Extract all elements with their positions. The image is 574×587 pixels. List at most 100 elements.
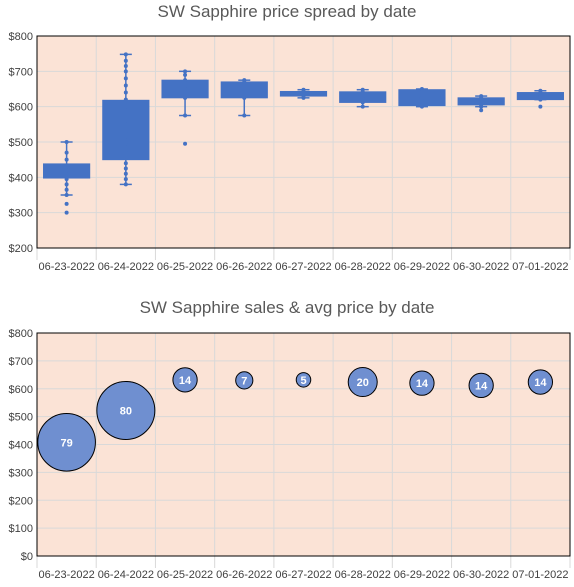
- x-tick-label: 06-27-2022: [275, 261, 331, 273]
- box-data-point: [123, 155, 128, 160]
- y-tick-label: $600: [9, 102, 33, 114]
- x-tick-label: 06-25-2022: [157, 569, 213, 581]
- box-data-point: [123, 150, 128, 155]
- box-data-point: [123, 140, 128, 144]
- x-tick-label: 06-27-2022: [275, 569, 331, 581]
- box-data-point: [123, 145, 128, 150]
- box-data-point: [123, 166, 128, 171]
- box-data-point: [419, 87, 424, 91]
- bubble-label: 20: [357, 377, 369, 389]
- box-data-point: [183, 72, 188, 77]
- box-data-point: [538, 97, 543, 102]
- box-data-point: [479, 108, 484, 113]
- box-data-point: [64, 157, 69, 162]
- bubble: [347, 367, 378, 398]
- box-data-point: [64, 150, 69, 155]
- y-tick-label: $800: [9, 328, 33, 340]
- box-data-point: [64, 177, 69, 182]
- y-tick-label: $800: [9, 31, 33, 43]
- y-tick-label: $200: [9, 495, 33, 507]
- y-tick-label: $500: [9, 137, 33, 149]
- x-tick-label: 06-29-2022: [394, 261, 450, 273]
- bubble: [96, 380, 156, 440]
- box-data-point: [183, 113, 188, 118]
- box-data-point: [538, 104, 543, 109]
- bubble-label: 14: [475, 380, 488, 392]
- chart-title: SW Sapphire sales & avg price by date: [140, 298, 435, 317]
- y-tick-label: $300: [9, 467, 33, 479]
- bubble-label: 14: [534, 377, 547, 389]
- x-tick-label: 06-23-2022: [38, 261, 94, 273]
- y-tick-label: $200: [9, 243, 33, 255]
- y-tick-label: $300: [9, 208, 33, 220]
- x-tick-label: 06-30-2022: [453, 261, 509, 273]
- box-data-point: [538, 88, 543, 93]
- box-data-point: [183, 141, 188, 146]
- box-data-point: [123, 83, 128, 88]
- box-data-point: [242, 78, 247, 83]
- box-data-point: [419, 102, 424, 107]
- box-data-point: [479, 94, 484, 99]
- x-tick-label: 06-23-2022: [38, 569, 94, 581]
- bubble: [527, 369, 554, 395]
- box-data-point: [123, 161, 128, 166]
- box-data-point: [183, 87, 188, 91]
- y-tick-label: $0: [21, 551, 33, 563]
- bubble-label: 5: [300, 375, 306, 387]
- box-data-point: [64, 182, 69, 187]
- box-data-point: [183, 95, 188, 100]
- box-data-point: [360, 87, 365, 92]
- x-tick-label: 07-01-2022: [512, 569, 568, 581]
- box-data-point: [123, 177, 128, 182]
- x-tick-label: 06-26-2022: [216, 569, 272, 581]
- box-data-point: [64, 193, 69, 197]
- box-data-point: [123, 118, 128, 123]
- box-data-point: [64, 201, 69, 206]
- y-tick-label: $600: [9, 384, 33, 396]
- box-data-point: [479, 102, 484, 107]
- box-data-point: [301, 87, 306, 92]
- box-data-point: [242, 87, 247, 92]
- box-data-point: [360, 94, 365, 99]
- box-data-point: [123, 90, 128, 95]
- box-data-point: [64, 140, 69, 144]
- bubble-label: 79: [60, 437, 72, 449]
- x-tick-label: 06-24-2022: [98, 261, 154, 273]
- x-tick-label: 06-29-2022: [394, 569, 450, 581]
- box-data-point: [479, 99, 484, 104]
- box-data-point: [183, 69, 188, 74]
- y-tick-label: $700: [9, 66, 33, 78]
- plot-border: [36, 332, 571, 557]
- box-chart: SW Sapphire price spread by date $200 $30…: [9, 2, 571, 273]
- box-data-point: [123, 134, 128, 139]
- x-tick-label: 07-01-2022: [512, 261, 568, 273]
- bubble: [409, 370, 435, 396]
- box-data-point: [242, 95, 247, 100]
- box-data-point: [123, 64, 128, 69]
- x-tick-label: 06-28-2022: [335, 569, 391, 581]
- box-data-point: [123, 52, 128, 57]
- box-data-point: [123, 97, 128, 102]
- box-data-point: [64, 210, 69, 215]
- bubble: [37, 412, 96, 472]
- box-data-point: [360, 104, 365, 109]
- box-data-point: [538, 94, 543, 99]
- box-data-point: [419, 95, 424, 100]
- x-tick-label: 06-26-2022: [216, 261, 272, 273]
- box-data-point: [123, 58, 128, 63]
- bubble-label: 7: [241, 375, 247, 387]
- box-data-point: [123, 171, 128, 176]
- y-tick-label: $500: [9, 412, 33, 424]
- box-data-point: [123, 69, 128, 74]
- bubble: [172, 367, 198, 393]
- x-tick-label: 06-30-2022: [453, 569, 509, 581]
- box-data-point: [123, 182, 128, 187]
- bubble: [295, 372, 312, 388]
- box-data-point: [64, 164, 69, 169]
- y-tick-label: $100: [9, 523, 33, 535]
- chart-title: SW Sapphire price spread by date: [158, 2, 417, 21]
- box-data-point: [123, 108, 128, 113]
- y-tick-label: $400: [9, 440, 33, 452]
- box-data-point: [183, 78, 188, 83]
